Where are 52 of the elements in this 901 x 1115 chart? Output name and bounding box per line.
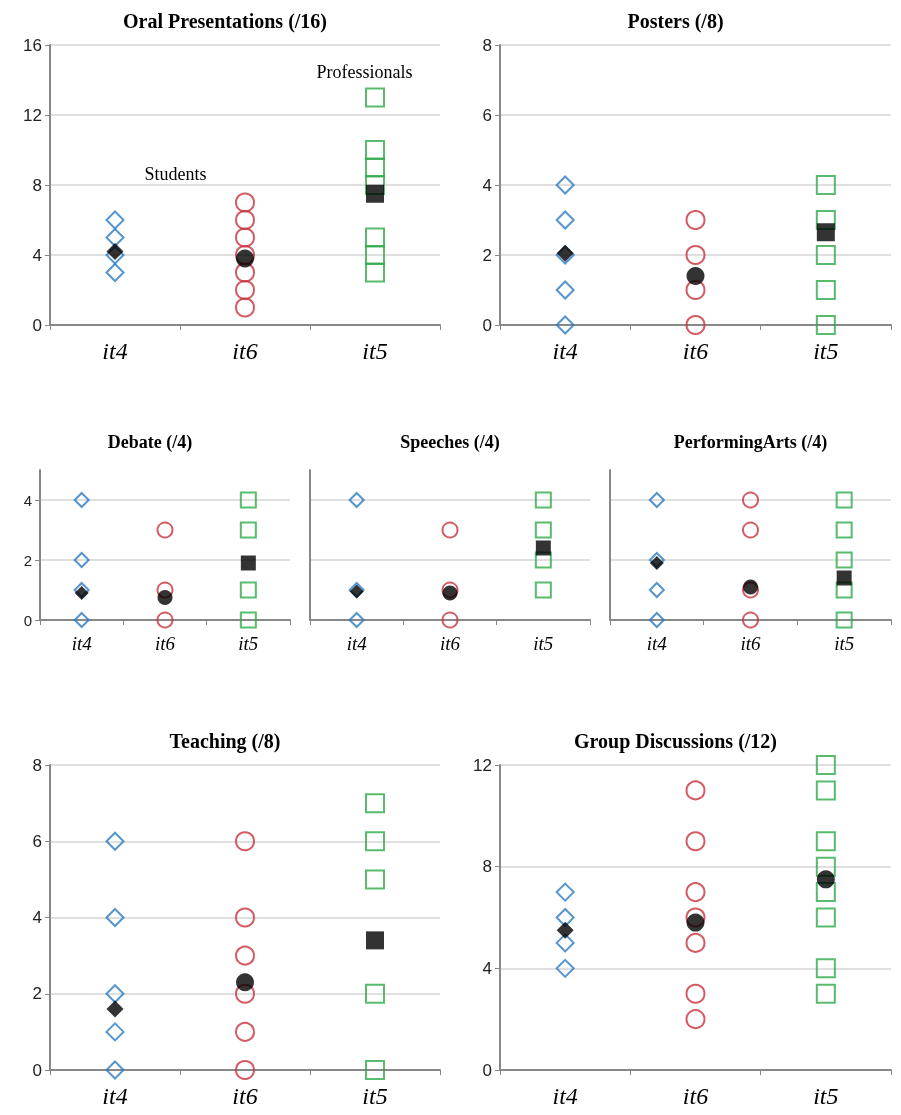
- y-tick-label: 0: [482, 1060, 492, 1080]
- y-tick-label: 2: [32, 984, 42, 1004]
- x-tick-label: it4: [552, 1083, 578, 1109]
- x-tick-label: it6: [154, 633, 176, 654]
- x-tick-label: it5: [362, 338, 388, 364]
- x-tick-label: it4: [646, 633, 668, 654]
- x-tick-label: it4: [552, 338, 578, 364]
- chart-title: Debate (/4): [107, 432, 193, 453]
- y-tick-label: 4: [482, 175, 492, 195]
- y-tick-label: 12: [473, 755, 492, 775]
- chart-title: Posters (/8): [627, 10, 724, 33]
- y-tick-label: 0: [32, 315, 42, 335]
- x-tick-label: it5: [834, 633, 855, 654]
- y-tick-label: 0: [23, 611, 32, 629]
- y-tick-label: 6: [32, 831, 42, 851]
- chart-title: Oral Presentations (/16): [122, 10, 328, 33]
- x-tick-label: it6: [232, 1083, 258, 1109]
- x-tick-label: it4: [102, 338, 128, 364]
- chart-title: PerformingArts (/4): [673, 432, 828, 453]
- x-tick-label: it5: [238, 633, 259, 654]
- y-tick-label: 8: [32, 755, 42, 775]
- y-tick-label: 4: [32, 908, 42, 927]
- x-tick-label: it6: [232, 338, 258, 364]
- x-tick-label: it6: [682, 338, 709, 364]
- chart-title: Speeches (/4): [400, 432, 500, 453]
- y-tick-label: 16: [23, 35, 42, 55]
- x-tick-label: it5: [362, 1083, 388, 1109]
- y-tick-label: 8: [482, 857, 492, 877]
- x-tick-label: it6: [439, 633, 461, 654]
- y-tick-label: 12: [23, 105, 42, 125]
- annotation: Professionals: [316, 62, 413, 83]
- chart-title: Group Discussions (/12): [573, 730, 778, 753]
- x-tick-label: it5: [813, 1083, 839, 1109]
- x-tick-label: it4: [71, 633, 93, 654]
- chart-title: Teaching (/8): [169, 730, 281, 753]
- y-tick-label: 0: [32, 1060, 42, 1080]
- y-tick-label: 8: [482, 35, 492, 55]
- y-tick-label: 6: [482, 105, 492, 125]
- x-tick-label: it4: [346, 633, 368, 654]
- x-tick-label: it6: [740, 633, 762, 654]
- x-tick-label: it4: [102, 1083, 128, 1109]
- annotation: Students: [144, 163, 207, 184]
- y-tick-label: 4: [23, 491, 32, 509]
- y-tick-label: 2: [482, 245, 492, 265]
- y-tick-label: 8: [32, 175, 42, 195]
- y-tick-label: 4: [482, 958, 492, 978]
- x-tick-label: it5: [813, 338, 839, 364]
- x-tick-label: it6: [682, 1083, 709, 1109]
- y-tick-label: 0: [482, 315, 492, 335]
- x-tick-label: it5: [533, 633, 554, 654]
- y-tick-label: 2: [23, 551, 32, 569]
- y-tick-label: 4: [32, 245, 42, 265]
